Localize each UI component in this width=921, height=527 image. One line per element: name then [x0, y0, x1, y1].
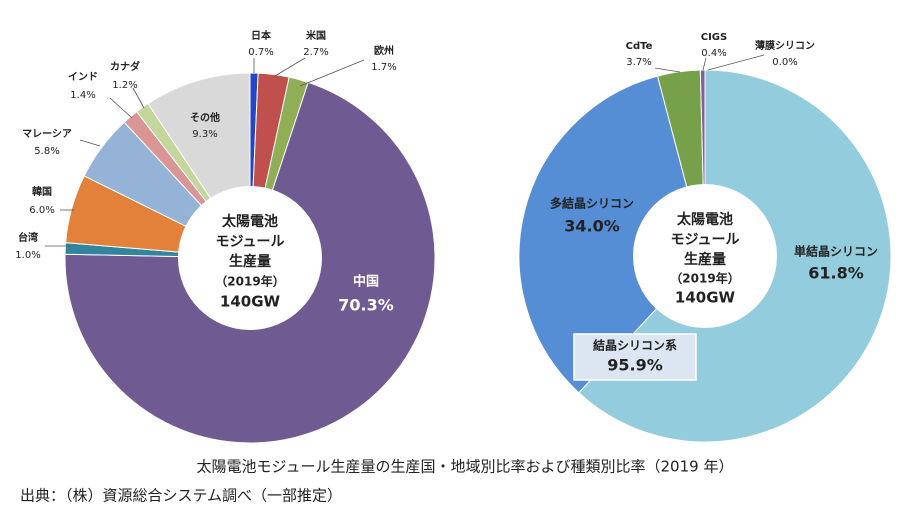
- annotation-label: 結晶シリコン系: [593, 338, 677, 353]
- slice-label: インド: [68, 71, 98, 83]
- slice-label: 米国: [306, 29, 326, 42]
- source: 出典：（株）資源総合システム調べ（一部推定）: [20, 487, 342, 505]
- slice-label: CIGS: [701, 32, 727, 43]
- leader-line: [132, 87, 145, 109]
- slice-label: 単結晶シリコン: [794, 244, 878, 259]
- value-label: 2.7%: [303, 47, 328, 58]
- donut-hole: [633, 184, 777, 328]
- leader-line: [707, 54, 765, 71]
- center-label: 太陽電池: [677, 211, 733, 228]
- slice-label: 日本: [251, 29, 272, 42]
- center-label: （2019年）: [670, 271, 739, 286]
- leader-line: [299, 59, 365, 87]
- annotation-value: 95.9%: [607, 356, 663, 375]
- value-label: 6.0%: [29, 205, 54, 216]
- slice-label: 欧州: [374, 44, 394, 57]
- slice-label: CdTe: [626, 41, 653, 52]
- center-label: 140GW: [220, 293, 281, 311]
- slice-label: マレーシア: [22, 128, 72, 140]
- leader-line: [79, 139, 101, 147]
- value-label: 1.7%: [371, 62, 396, 73]
- value-label: 1.2%: [112, 80, 137, 91]
- value-label: 70.3%: [338, 296, 394, 315]
- value-label: 0.0%: [772, 57, 797, 68]
- value-label: 0.7%: [248, 47, 273, 58]
- value-label: 1.0%: [15, 250, 40, 261]
- value-label: 0.4%: [701, 48, 726, 59]
- center-label: （2019年）: [215, 274, 284, 289]
- value-label: 34.0%: [564, 217, 620, 236]
- center-label: 太陽電池: [222, 213, 278, 230]
- center-label: 生産量: [684, 251, 726, 268]
- slice-label: 多結晶シリコン: [550, 196, 634, 211]
- value-label: 9.3%: [192, 129, 217, 140]
- slice-label: その他: [190, 111, 220, 124]
- pie-slice: [518, 75, 706, 394]
- value-label: 3.7%: [626, 57, 651, 68]
- caption: 太陽電池モジュール生産量の生産国・地域別比率および種類別比率（2019 年）: [197, 458, 734, 476]
- center-label: モジュール: [670, 232, 739, 248]
- slice-label: カナダ: [110, 60, 140, 73]
- value-label: 1.4%: [70, 90, 95, 101]
- leader-line: [702, 57, 707, 71]
- slice-label: 中国: [353, 274, 379, 290]
- slice-label: 台湾: [18, 231, 38, 244]
- center-label: 140GW: [675, 289, 736, 307]
- center-label: モジュール: [215, 234, 284, 250]
- slice-label: 韓国: [32, 185, 52, 198]
- leader-line: [654, 67, 681, 73]
- center-label: 生産量: [229, 253, 271, 270]
- leader-line: [109, 97, 133, 119]
- value-label: 5.8%: [34, 146, 59, 157]
- leader-line: [274, 57, 306, 77]
- donut-hole: [178, 186, 322, 330]
- slice-label: 薄膜シリコン: [755, 39, 815, 52]
- annotation-box: [573, 333, 697, 381]
- value-label: 61.8%: [808, 264, 864, 283]
